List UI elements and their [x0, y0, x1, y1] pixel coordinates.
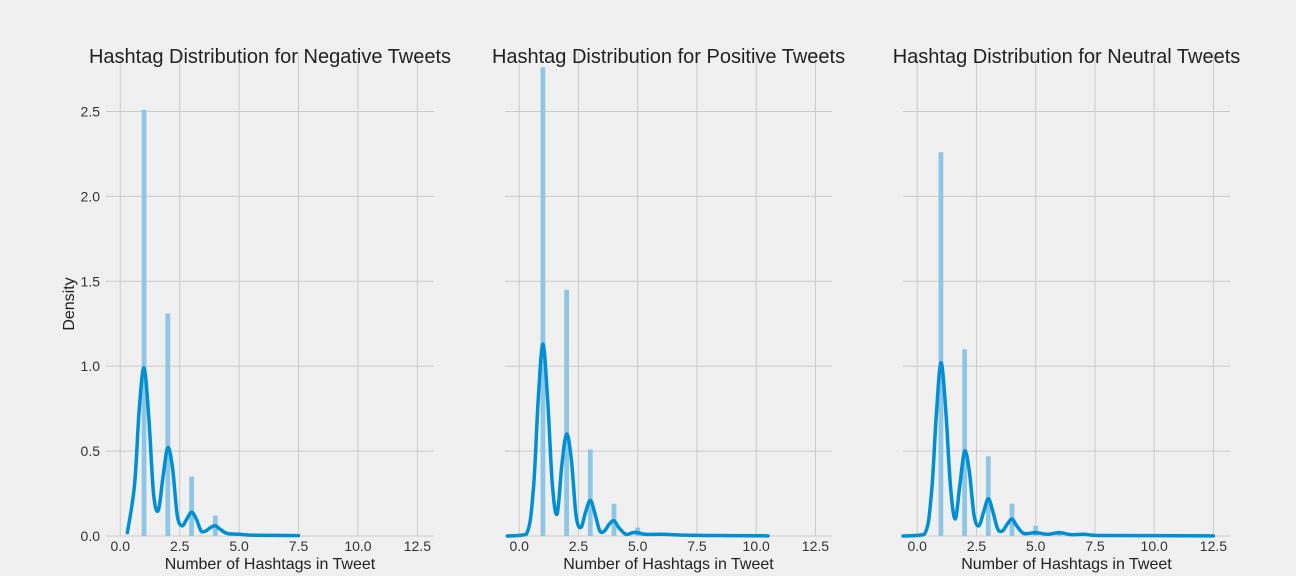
kde-line [901, 361, 1216, 538]
histogram-bar [985, 456, 991, 536]
x-tick-label: 7.5 [289, 538, 309, 554]
y-axis-label: Density [61, 277, 78, 330]
x-tick-label: 10.0 [344, 538, 371, 554]
x-tick-label: 2.5 [170, 538, 190, 554]
x-tick-label: 12.5 [1200, 538, 1227, 554]
panel-0: 0.0 2.5 5.0 7.5 10.0 12.5 0.0 0.5 1.0 1.5 2.0 2.5 Ha… [61, 46, 451, 573]
histogram-bar [141, 109, 147, 536]
histogram-bar [564, 289, 569, 536]
x-tick-label: 5.0 [1026, 538, 1046, 554]
x-axis-label: Number of Hashtags in Tweet [165, 556, 376, 573]
kde-line [125, 366, 301, 538]
histogram-bar [587, 449, 593, 536]
y-tick-label: 0.0 [81, 528, 101, 544]
x-tick-label: 5.0 [628, 538, 648, 554]
panel-2: 0.0 2.5 5.0 7.5 10.0 12.5 Hashtag Distribution… [893, 46, 1241, 573]
histogram-bar [938, 152, 944, 537]
chart-title: Hashtag Distribution for Negative Tweets [89, 46, 451, 68]
x-tick-label: 10.0 [743, 538, 770, 554]
x-tick-label: 0.0 [509, 538, 529, 554]
x-tick-label: 7.5 [687, 538, 707, 554]
x-tick-label: 10.0 [1141, 538, 1168, 554]
x-tick-label: 0.0 [907, 538, 927, 554]
panel-1: 0.0 2.5 5.0 7.5 10.0 12.5 Hashtag Distribution… [492, 46, 845, 573]
y-tick-label: 1.5 [81, 273, 101, 289]
chart-title: Hashtag Distribution for Positive Tweets [492, 46, 845, 68]
y-tick-label: 2.0 [81, 188, 101, 204]
x-axis-label: Number of Hashtags in Tweet [961, 556, 1172, 573]
x-tick-label: 5.0 [229, 538, 249, 554]
y-tick-label: 2.5 [81, 103, 101, 119]
x-tick-label: 7.5 [1085, 538, 1105, 554]
histogram-bar [540, 67, 546, 536]
x-tick-label: 0.0 [111, 538, 131, 554]
x-axis-label: Number of Hashtags in Tweet [563, 556, 774, 573]
histogram-bar [189, 476, 194, 536]
chart-title: Hashtag Distribution for Neutral Tweets [893, 46, 1241, 68]
kde-line [505, 342, 770, 538]
x-tick-label: 2.5 [569, 538, 589, 554]
histogram-bar [962, 349, 967, 536]
y-tick-label: 0.5 [81, 443, 101, 459]
x-tick-label: 12.5 [802, 538, 829, 554]
x-tick-label: 12.5 [404, 538, 431, 554]
x-tick-label: 2.5 [967, 538, 987, 554]
histogram-bar [165, 313, 171, 536]
y-tick-label: 1.0 [81, 358, 101, 374]
